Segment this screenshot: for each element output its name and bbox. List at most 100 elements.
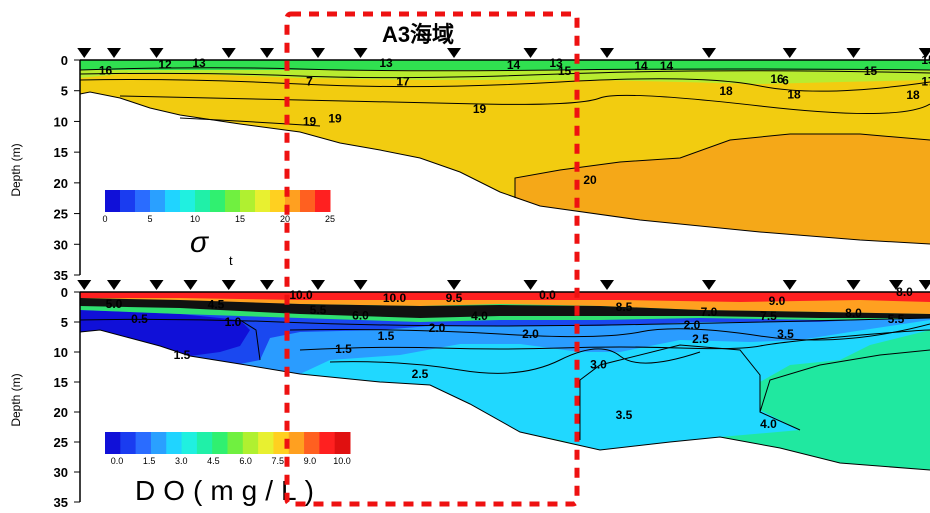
do-contour-label: 4.5 [208, 298, 225, 312]
sigma-t-contour-label: 12 [158, 57, 172, 71]
sigma-t-y-tick-label: 25 [54, 207, 68, 222]
do-contour-label: 3.5 [777, 327, 794, 341]
sigma-t-contour-label: 6 [782, 73, 789, 87]
do-colorbar-swatch [197, 432, 213, 454]
do-contour-label: 5.5 [310, 303, 327, 317]
sigma-t-station-marker [222, 48, 236, 58]
do-contour-label: 5.5 [888, 312, 905, 326]
do-colorbar-tick-label: 1.5 [143, 456, 156, 466]
sigma-t-station-marker [311, 48, 325, 58]
sigma-t-contour-label: 13 [192, 56, 206, 70]
sigma-t-station-marker [600, 48, 614, 58]
sigma-t-colorbar-swatch [180, 190, 196, 212]
do-y-tick-label: 15 [54, 375, 68, 390]
do-station-marker [600, 280, 614, 290]
do-station-marker [354, 280, 368, 290]
do-colorbar-tick-label: 0.0 [111, 456, 124, 466]
sigma-t-colorbar-swatch [135, 190, 151, 212]
sigma-t-colorbar-swatch [120, 190, 136, 212]
do-colorbar-tick-label: 7.5 [271, 456, 284, 466]
do-station-marker [311, 280, 325, 290]
do-station-marker [447, 280, 461, 290]
do-colorbar-swatch [319, 432, 335, 454]
do-colorbar-tick-label: 10.0 [333, 456, 351, 466]
do-colorbar-swatch [335, 432, 351, 454]
do-y-tick-label: 35 [54, 495, 68, 508]
sigma-t-y-tick-label: 0 [61, 53, 68, 68]
sigma-t-station-marker [260, 48, 274, 58]
do-colorbar-swatch [212, 432, 228, 454]
sigma-t-colorbar-swatch [105, 190, 121, 212]
do-contour-label: 1.5 [174, 348, 191, 362]
sigma-t-station-marker [524, 48, 538, 58]
sigma-t-colorbar-swatch [210, 190, 226, 212]
do-colorbar-swatch [120, 432, 136, 454]
do-contour-label: 2.0 [522, 327, 539, 341]
do-station-marker [77, 280, 91, 290]
sigma-t-contour-label: 17 [921, 75, 930, 89]
sigma-t-colorbar-swatch [315, 190, 331, 212]
do-contour-label: 4.0 [471, 309, 488, 323]
do-contour-label: 1.5 [335, 342, 352, 356]
sigma-t-contour-label: 15 [921, 53, 930, 67]
do-station-marker [783, 280, 797, 290]
sigma-t-colorbar-swatch [150, 190, 166, 212]
do-colorbar-swatch [304, 432, 320, 454]
do-contour-label: 9.5 [446, 291, 463, 305]
do-contour-label: 1.0 [225, 315, 242, 329]
sigma-t-colorbar-swatch [240, 190, 256, 212]
do-contour-label: 8.0 [896, 285, 913, 299]
do-contour-label: 7.0 [701, 305, 718, 319]
do-contour-label: 0.5 [131, 312, 148, 326]
do-colorbar-tick-label: 4.5 [207, 456, 220, 466]
do-y-tick-label: 0 [61, 285, 68, 300]
sigma-t-variable-subscript: t [229, 253, 233, 268]
sigma-t-contour-label: 17 [396, 75, 410, 89]
do-variable-label: DO(mg/L) [135, 475, 322, 506]
sigma-t-contour-label: 18 [906, 88, 920, 102]
sigma-t-contour-label: 15 [864, 64, 878, 78]
do-colorbar-swatch [258, 432, 274, 454]
sigma-t-contour-label: 15 [558, 64, 572, 78]
sigma-t-station-marker [702, 48, 716, 58]
do-colorbar-swatch [182, 432, 198, 454]
do-colorbar-swatch [228, 432, 244, 454]
do-colorbar-swatch [136, 432, 152, 454]
a3-region-label: A3海域 [382, 22, 454, 47]
sigma-t-colorbar-tick-label: 25 [325, 214, 335, 224]
sigma-t-y-tick-label: 20 [54, 176, 68, 191]
sigma-t-colorbar-swatch [225, 190, 241, 212]
do-y-tick-label: 10 [54, 345, 68, 360]
do-y-tick-label: 5 [61, 315, 68, 330]
do-contour-label: 8.5 [616, 300, 633, 314]
do-station-marker [524, 280, 538, 290]
sigma-t-station-marker [107, 48, 121, 58]
do-colorbar-tick-label: 6.0 [239, 456, 252, 466]
sigma-t-station-marker [77, 48, 91, 58]
do-colorbar-swatch [166, 432, 182, 454]
sigma-t-colorbar-tick-label: 15 [235, 214, 245, 224]
do-contour-label: 6.0 [352, 308, 369, 322]
do-station-marker [150, 280, 164, 290]
do-station-marker [702, 280, 716, 290]
sigma-t-contour-label: 13 [379, 56, 393, 70]
do-colorbar-swatch [243, 432, 259, 454]
sigma-t-colorbar-swatch [255, 190, 271, 212]
sigma-t-contour-label: 18 [787, 87, 801, 101]
do-colorbar-tick-label: 3.0 [175, 456, 188, 466]
do-station-marker [222, 280, 236, 290]
do-contour-label: 2.0 [429, 321, 446, 335]
sigma-t-contour-label: 20 [583, 173, 597, 187]
sigma-t-contour-label: 14 [660, 59, 674, 73]
sigma-t-contour-label: 18 [719, 84, 733, 98]
do-station-marker [107, 280, 121, 290]
do-station-marker [260, 280, 274, 290]
do-y-tick-label: 30 [54, 465, 68, 480]
do-contour-label: 2.0 [684, 318, 701, 332]
sigma-t-colorbar-swatch [300, 190, 316, 212]
do-contour-label: 2.5 [412, 367, 429, 381]
